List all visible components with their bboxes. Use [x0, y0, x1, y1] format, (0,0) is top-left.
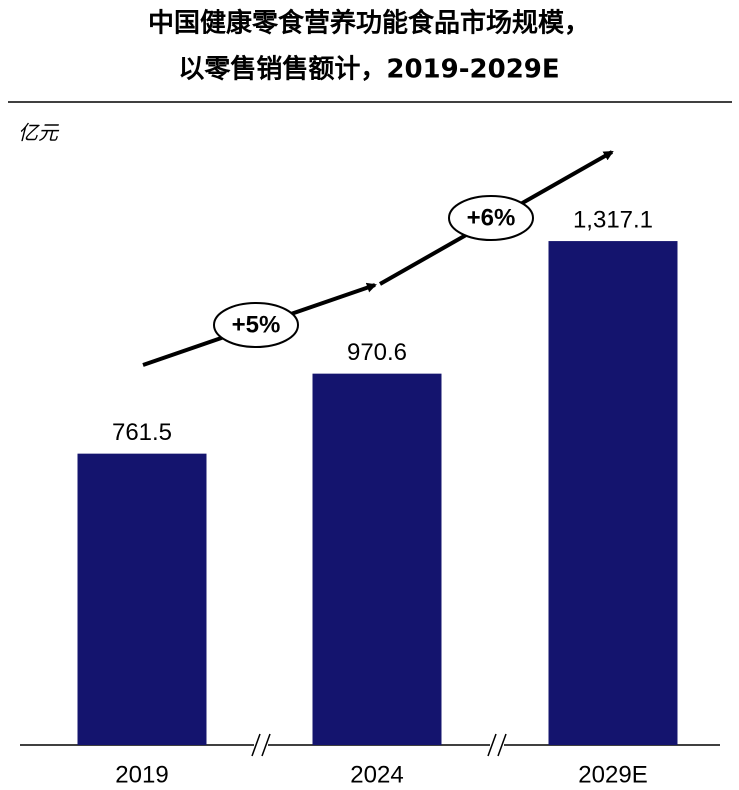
bar	[77, 453, 207, 745]
annotation: +6%	[467, 204, 516, 231]
value-label: 1,317.1	[573, 206, 653, 233]
annotation-bubble	[448, 195, 534, 241]
annotation-bubble	[213, 302, 299, 348]
value-label: 970.6	[347, 339, 407, 366]
x-tick-label: 2019	[115, 761, 168, 788]
bar	[312, 373, 442, 745]
bar	[548, 241, 678, 745]
value-label: 761.5	[112, 419, 172, 446]
annotation: +5%	[232, 311, 281, 338]
chart-title: 中国健康零食营养功能食品市场规模，	[148, 8, 590, 39]
chart-title: 以零售销售额计，2019-2029E	[178, 54, 559, 85]
x-tick-label: 2024	[350, 761, 403, 788]
x-tick-label: 2029E	[578, 761, 647, 788]
axis-break	[251, 733, 507, 757]
unit-label: 亿元	[18, 121, 60, 145]
